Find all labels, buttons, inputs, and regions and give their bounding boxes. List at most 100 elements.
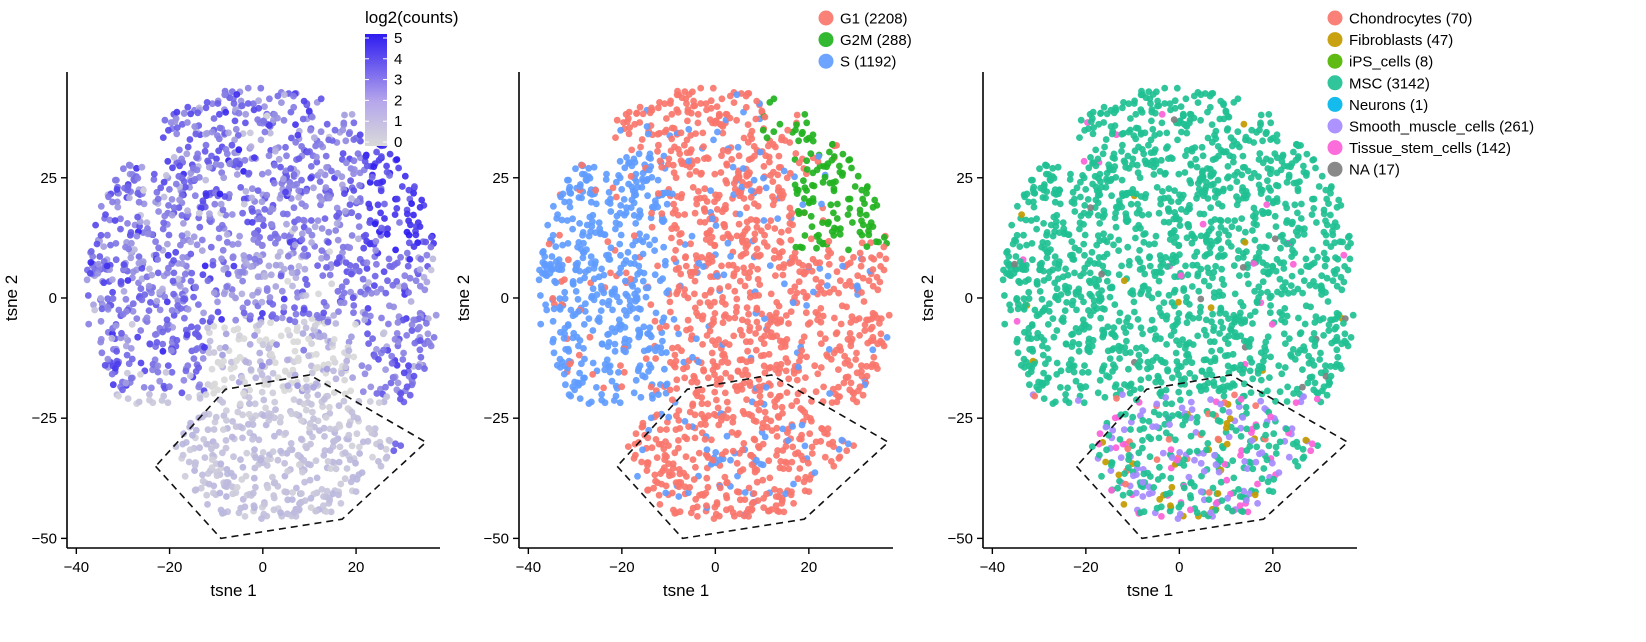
data-point <box>138 163 146 171</box>
data-point <box>1088 248 1096 256</box>
data-point <box>744 241 752 249</box>
data-point <box>300 400 308 408</box>
data-point <box>307 174 315 182</box>
data-point <box>405 362 412 370</box>
data-point <box>246 129 254 137</box>
data-point <box>1224 217 1232 224</box>
data-point <box>164 399 172 407</box>
data-point <box>1222 310 1229 318</box>
data-point <box>774 215 782 223</box>
data-point <box>1188 283 1196 290</box>
data-point <box>755 187 763 195</box>
data-point <box>675 407 683 414</box>
data-point <box>687 109 695 117</box>
data-point <box>250 474 258 482</box>
data-point <box>108 334 116 342</box>
data-point <box>408 327 416 334</box>
data-point <box>240 168 248 175</box>
data-point <box>670 361 678 369</box>
data-point <box>807 150 815 158</box>
data-point <box>630 232 638 240</box>
data-point <box>202 141 210 149</box>
data-point <box>204 470 212 477</box>
data-point <box>284 356 291 364</box>
data-point <box>1136 206 1143 214</box>
data-point <box>812 438 820 446</box>
data-point <box>1110 150 1118 158</box>
data-point <box>735 220 743 228</box>
data-point <box>753 400 760 408</box>
data-point <box>1210 323 1218 331</box>
data-point <box>1197 116 1204 124</box>
data-point <box>251 446 258 453</box>
data-point <box>381 215 388 222</box>
data-point <box>362 231 370 239</box>
data-point <box>160 178 168 186</box>
data-point <box>1081 251 1088 259</box>
data-point <box>672 266 680 273</box>
data-point <box>819 178 827 186</box>
data-point <box>1187 506 1194 514</box>
data-point <box>313 474 321 482</box>
data-point <box>718 358 726 366</box>
data-point <box>604 238 612 246</box>
data-point <box>382 383 389 391</box>
data-point <box>1322 372 1330 380</box>
data-point <box>242 110 250 118</box>
data-point <box>401 272 409 280</box>
data-point <box>1193 509 1201 517</box>
data-point <box>1166 100 1174 108</box>
data-point <box>353 475 361 483</box>
data-point <box>780 167 788 175</box>
data-point <box>848 164 855 172</box>
data-point <box>814 370 822 378</box>
data-point <box>98 305 106 313</box>
data-point <box>770 128 778 136</box>
y-tick-label: 0 <box>501 290 509 307</box>
data-point <box>1231 290 1239 298</box>
data-point <box>146 396 153 404</box>
colorbar-tick-label: 4 <box>394 51 402 68</box>
data-point <box>341 475 349 483</box>
data-point <box>701 185 709 193</box>
data-point <box>720 350 728 358</box>
data-point <box>742 92 750 100</box>
data-point <box>651 197 659 205</box>
data-point <box>730 272 737 280</box>
data-point <box>1217 478 1225 486</box>
data-point <box>356 443 363 451</box>
data-point <box>191 467 199 474</box>
data-point <box>649 395 656 402</box>
data-point <box>563 217 571 224</box>
data-point <box>604 331 611 338</box>
data-point <box>365 200 373 208</box>
data-point <box>832 178 839 186</box>
data-point <box>1040 369 1047 377</box>
data-point <box>713 103 721 110</box>
data-point <box>663 426 670 433</box>
data-point <box>397 442 405 449</box>
data-point <box>180 110 188 117</box>
data-point <box>234 240 242 248</box>
data-point <box>255 436 263 444</box>
data-point <box>184 305 192 313</box>
data-point <box>1014 349 1022 357</box>
data-point <box>800 288 807 296</box>
data-point <box>1275 362 1283 370</box>
data-point <box>242 188 250 195</box>
data-point <box>1120 501 1128 508</box>
data-point <box>1077 193 1084 201</box>
data-point <box>100 279 108 287</box>
data-point <box>674 108 682 116</box>
data-point <box>305 227 312 235</box>
data-point <box>1175 170 1183 178</box>
data-point <box>216 190 224 198</box>
data-point <box>201 454 209 461</box>
data-point <box>347 177 354 185</box>
data-point <box>1292 399 1300 406</box>
data-point <box>300 306 308 313</box>
data-point <box>571 386 578 394</box>
data-point <box>229 253 237 260</box>
data-point <box>1235 225 1243 232</box>
data-point <box>115 392 122 400</box>
